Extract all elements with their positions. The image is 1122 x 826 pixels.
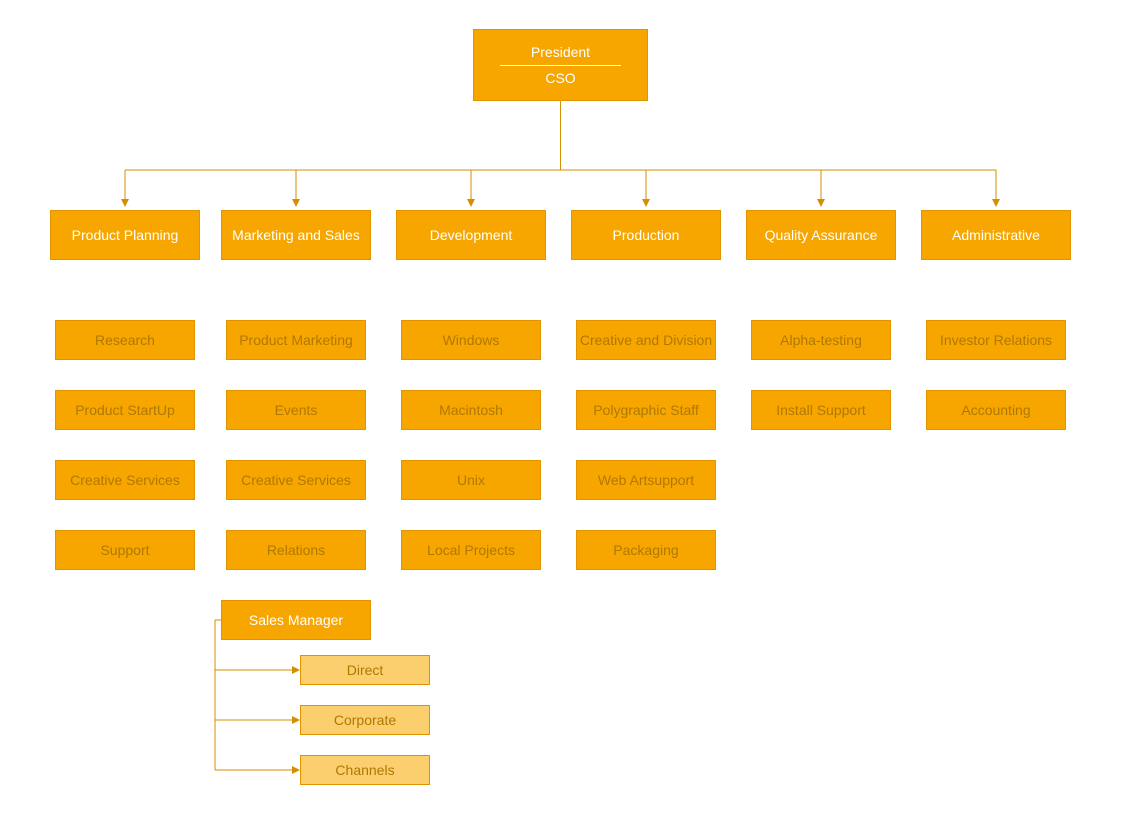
department-label: Marketing and Sales bbox=[232, 227, 360, 243]
sub-label: Alpha-testing bbox=[780, 332, 862, 348]
manager-label: Sales Manager bbox=[249, 612, 343, 628]
manager-node: Sales Manager bbox=[221, 600, 371, 640]
manager-child-0: Direct bbox=[300, 655, 430, 685]
sub-label: Unix bbox=[457, 472, 485, 488]
sub-4-1: Install Support bbox=[751, 390, 891, 430]
department-label: Quality Assurance bbox=[765, 227, 878, 243]
sub-label: Relations bbox=[267, 542, 325, 558]
sub-label: Investor Relations bbox=[940, 332, 1052, 348]
root-subtitle: CSO bbox=[545, 70, 575, 86]
department-label: Product Planning bbox=[72, 227, 179, 243]
department-3: Production bbox=[571, 210, 721, 260]
root-title: President bbox=[531, 44, 590, 60]
sub-2-1: Macintosh bbox=[401, 390, 541, 430]
sub-label: Events bbox=[275, 402, 318, 418]
sub-label: Web Artsupport bbox=[598, 472, 694, 488]
sub-label: Macintosh bbox=[439, 402, 503, 418]
sub-label: Product Marketing bbox=[239, 332, 353, 348]
sub-3-2: Web Artsupport bbox=[576, 460, 716, 500]
manager-child-label: Channels bbox=[335, 762, 394, 778]
sub-label: Accounting bbox=[961, 402, 1030, 418]
sub-5-1: Accounting bbox=[926, 390, 1066, 430]
sub-label: Research bbox=[95, 332, 155, 348]
sub-2-3: Local Projects bbox=[401, 530, 541, 570]
sub-3-1: Polygraphic Staff bbox=[576, 390, 716, 430]
sub-0-3: Support bbox=[55, 530, 195, 570]
sub-3-0: Creative and Division bbox=[576, 320, 716, 360]
sub-4-0: Alpha-testing bbox=[751, 320, 891, 360]
org-chart-canvas: President CSO Product Planning Research Prod… bbox=[0, 0, 1122, 826]
root-divider bbox=[500, 65, 621, 66]
sub-0-1: Product StartUp bbox=[55, 390, 195, 430]
sub-1-1: Events bbox=[226, 390, 366, 430]
sub-1-3: Relations bbox=[226, 530, 366, 570]
manager-child-label: Corporate bbox=[334, 712, 396, 728]
sub-label: Support bbox=[100, 542, 149, 558]
sub-3-3: Packaging bbox=[576, 530, 716, 570]
department-label: Administrative bbox=[952, 227, 1040, 243]
department-4: Quality Assurance bbox=[746, 210, 896, 260]
sub-label: Creative and Division bbox=[580, 332, 712, 348]
manager-child-2: Channels bbox=[300, 755, 430, 785]
root-node: President CSO bbox=[473, 29, 648, 101]
department-2: Development bbox=[396, 210, 546, 260]
sub-label: Windows bbox=[443, 332, 500, 348]
sub-2-0: Windows bbox=[401, 320, 541, 360]
sub-0-0: Research bbox=[55, 320, 195, 360]
sub-label: Product StartUp bbox=[75, 402, 175, 418]
sub-label: Creative Services bbox=[70, 472, 180, 488]
department-label: Production bbox=[613, 227, 680, 243]
sub-1-2: Creative Services bbox=[226, 460, 366, 500]
sub-label: Local Projects bbox=[427, 542, 515, 558]
department-5: Administrative bbox=[921, 210, 1071, 260]
sub-0-2: Creative Services bbox=[55, 460, 195, 500]
sub-label: Creative Services bbox=[241, 472, 351, 488]
sub-label: Polygraphic Staff bbox=[593, 402, 699, 418]
sub-label: Install Support bbox=[776, 402, 866, 418]
sub-label: Packaging bbox=[613, 542, 678, 558]
manager-child-1: Corporate bbox=[300, 705, 430, 735]
sub-1-0: Product Marketing bbox=[226, 320, 366, 360]
department-label: Development bbox=[430, 227, 513, 243]
manager-child-label: Direct bbox=[347, 662, 384, 678]
department-1: Marketing and Sales bbox=[221, 210, 371, 260]
sub-2-2: Unix bbox=[401, 460, 541, 500]
department-0: Product Planning bbox=[50, 210, 200, 260]
sub-5-0: Investor Relations bbox=[926, 320, 1066, 360]
